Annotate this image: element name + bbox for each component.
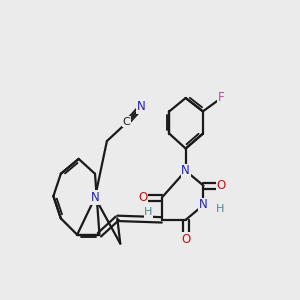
Text: N: N [91,191,99,204]
Text: N: N [199,199,208,212]
Text: F: F [218,92,225,104]
Text: H: H [216,204,224,214]
Text: O: O [217,179,226,192]
Text: O: O [138,191,147,204]
Text: N: N [181,164,190,177]
Text: C: C [122,117,130,127]
Text: O: O [181,233,190,246]
Text: H: H [144,207,153,218]
Text: N: N [137,100,146,113]
